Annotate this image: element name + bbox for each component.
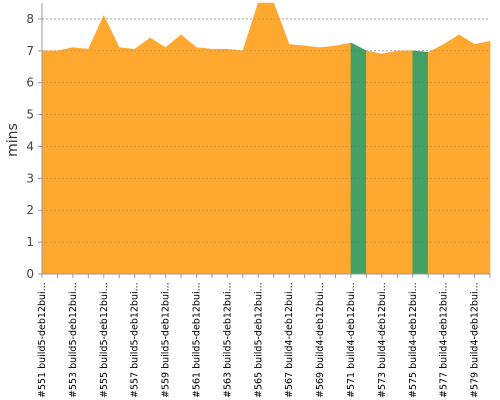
x-tick-label-19: #569 build4-deb12bui... xyxy=(315,282,326,398)
area-segment-29 xyxy=(474,40,491,275)
x-tick-label-15: #565 build5-deb12bui... xyxy=(253,282,264,398)
x-tick-label-9: #559 build5-deb12bui... xyxy=(161,282,172,398)
area-segment-6 xyxy=(118,47,135,275)
area-segment-20 xyxy=(335,42,352,275)
duration-areas xyxy=(41,2,491,275)
area-segment-4 xyxy=(88,15,105,275)
y-tick-label-6: 6 xyxy=(26,76,34,90)
y-tick-label-0: 0 xyxy=(26,267,34,281)
area-segment-7 xyxy=(134,37,151,275)
y-tick-labels: 0 1 2 3 4 5 6 7 8 xyxy=(26,12,34,281)
y-tick-label-3: 3 xyxy=(26,171,34,185)
area-segment-24 xyxy=(397,50,414,275)
area-segment-14 xyxy=(242,2,259,275)
y-tick-label-1: 1 xyxy=(26,235,34,249)
area-segment-10 xyxy=(180,34,197,275)
area-segment-21 xyxy=(350,42,367,275)
area-segment-23 xyxy=(381,50,398,275)
area-segment-11 xyxy=(196,47,213,275)
area-segment-17 xyxy=(288,44,305,275)
y-tick-label-7: 7 xyxy=(26,44,34,58)
area-segment-15 xyxy=(257,2,275,275)
x-tick-label-1: #551 build5-deb12bui... xyxy=(37,282,48,398)
x-tick-labels: #551 build5-deb12bui... #553 build5-deb12… xyxy=(37,282,481,398)
area-segment-18 xyxy=(304,45,321,275)
axes xyxy=(38,3,491,278)
area-segment-22 xyxy=(366,50,383,275)
x-tick-label-21: #571 build4-deb12bui... xyxy=(346,282,357,398)
x-tick-label-27: #577 build4-deb12bui... xyxy=(439,282,450,398)
y-tick-label-2: 2 xyxy=(26,203,34,217)
area-segment-25 xyxy=(412,50,429,275)
area-segment-19 xyxy=(319,45,336,275)
x-tick-label-23: #573 build4-deb12bui... xyxy=(377,282,388,398)
area-segment-28 xyxy=(458,34,475,275)
y-tick-label-4: 4 xyxy=(26,139,34,153)
x-tick-label-5: #555 build5-deb12bui... xyxy=(99,282,110,398)
area-segment-1 xyxy=(41,50,58,275)
area-segment-5 xyxy=(103,15,120,275)
area-segment-16 xyxy=(273,2,290,275)
x-tick-label-11: #561 build5-deb12bui... xyxy=(191,282,202,398)
x-tick-label-7: #557 build5-deb12bui... xyxy=(130,282,141,398)
y-tick-label-8: 8 xyxy=(26,12,34,26)
x-tick-label-25: #575 build4-deb12bui... xyxy=(408,282,419,398)
area-segment-26 xyxy=(427,43,444,275)
area-segment-9 xyxy=(165,34,182,275)
x-tick-label-29: #579 build4-deb12bui... xyxy=(470,282,481,398)
x-tick-label-13: #563 build5-deb12bui... xyxy=(222,282,233,398)
area-segment-2 xyxy=(57,47,74,275)
x-tick-label-3: #553 build5-deb12bui... xyxy=(68,282,79,398)
area-segment-3 xyxy=(72,47,89,275)
y-tick-label-5: 5 xyxy=(26,108,34,122)
area-segment-27 xyxy=(443,34,460,275)
y-axis-title: mins xyxy=(5,123,21,157)
area-segment-8 xyxy=(149,37,166,275)
x-tick-label-17: #567 build4-deb12bui... xyxy=(284,282,295,398)
